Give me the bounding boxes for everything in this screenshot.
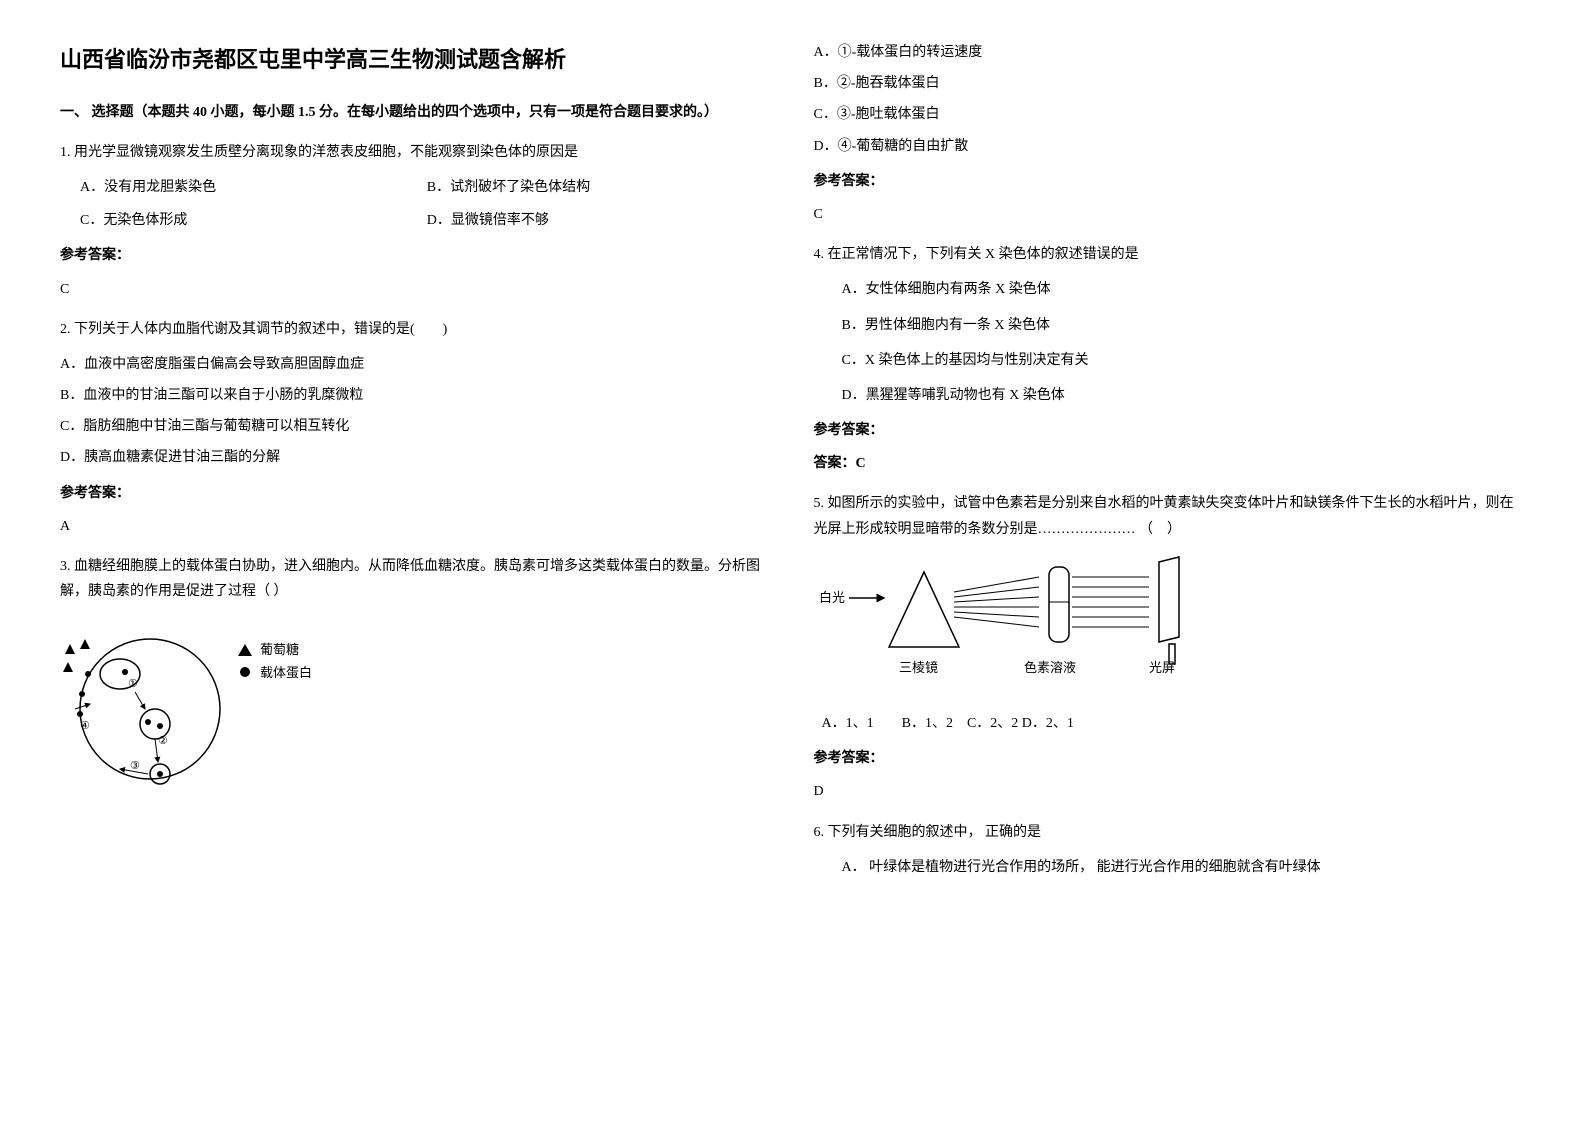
q1-option-d: D．显微镜倍率不够 [427, 208, 774, 233]
q1-text: 1. 用光学显微镜观察发生质壁分离现象的洋葱表皮细胞，不能观察到染色体的原因是 [60, 140, 774, 165]
cell-diagram-svg: ① ② ③ ④ 葡萄糖 载体蛋白 [60, 614, 340, 794]
section-heading: 一、 选择题（本题共 40 小题，每小题 1.5 分。在每小题给出的四个选项中，… [60, 100, 774, 125]
q1-option-a: A．没有用龙胆紫染色 [80, 175, 427, 200]
svg-text:三棱镜: 三棱镜 [899, 660, 938, 675]
document-title: 山西省临汾市尧都区屯里中学高三生物测试题含解析 [60, 40, 774, 80]
q3-option-c: C．③-胞吐载体蛋白 [814, 102, 1528, 127]
q1-answer: C [60, 277, 774, 302]
q4-option-a: A．女性体细胞内有两条 X 染色体 [814, 277, 1528, 302]
prism-diagram-svg: 白光 [814, 552, 1234, 692]
question-4: 4. 在正常情况下，下列有关 X 染色体的叙述错误的是 A．女性体细胞内有两条 … [814, 242, 1528, 476]
q3-option-b: B．②-胞吞载体蛋白 [814, 71, 1528, 96]
q1-option-b: B．试剂破坏了染色体结构 [427, 175, 774, 200]
q4-option-d: D．黑猩猩等哺乳动物也有 X 染色体 [814, 383, 1528, 408]
q2-answer: A [60, 514, 774, 539]
svg-text:色素溶液: 色素溶液 [1024, 660, 1076, 675]
question-1: 1. 用光学显微镜观察发生质壁分离现象的洋葱表皮细胞，不能观察到染色体的原因是 … [60, 140, 774, 302]
question-3: 3. 血糖经细胞膜上的载体蛋白协助，进入细胞内。从而降低血糖浓度。胰岛素可增多这… [60, 554, 774, 804]
q6-text: 6. 下列有关细胞的叙述中， 正确的是 [814, 820, 1528, 845]
q4-answer: 答案：C [814, 451, 1528, 476]
q2-option-b: B．血液中的甘油三酯可以来自于小肠的乳糜微粒 [60, 383, 774, 408]
q5-options: A．1、1 B．1、2 C．2、2 D．2、1 [814, 711, 1528, 736]
q2-text: 2. 下列关于人体内血脂代谢及其调节的叙述中，错误的是( ) [60, 317, 774, 342]
q1-option-c: C．无染色体形成 [80, 208, 427, 233]
svg-text:①: ① [128, 678, 138, 690]
svg-text:葡萄糖: 葡萄糖 [260, 642, 299, 657]
q3-text: 3. 血糖经细胞膜上的载体蛋白协助，进入细胞内。从而降低血糖浓度。胰岛素可增多这… [60, 554, 774, 604]
svg-text:载体蛋白: 载体蛋白 [260, 665, 312, 680]
svg-text:白光: 白光 [819, 590, 845, 605]
q5-answer: D [814, 779, 1528, 804]
svg-text:②: ② [158, 735, 168, 747]
q2-answer-label: 参考答案： [60, 481, 774, 506]
q5-text: 5. 如图所示的实验中，试管中色素若是分别来自水稻的叶黄素缺失突变体叶片和缺镁条… [814, 491, 1528, 541]
q3-option-a: A．①-载体蛋白的转运速度 [814, 40, 1528, 65]
q4-option-c: C．X 染色体上的基因均与性别决定有关 [814, 348, 1528, 373]
svg-text:④: ④ [80, 720, 90, 732]
q3-diagram: ① ② ③ ④ 葡萄糖 载体蛋白 [60, 614, 774, 803]
q3-option-d: D．④-葡萄糖的自由扩散 [814, 134, 1528, 159]
question-5: 5. 如图所示的实验中，试管中色素若是分别来自水稻的叶黄素缺失突变体叶片和缺镁条… [814, 491, 1528, 804]
q4-option-b: B．男性体细胞内有一条 X 染色体 [814, 313, 1528, 338]
q3-answer-label: 参考答案： [814, 169, 1528, 194]
svg-text:③: ③ [130, 760, 140, 772]
q6-option-a: A． 叶绿体是植物进行光合作用的场所， 能进行光合作用的细胞就含有叶绿体 [814, 855, 1528, 880]
q2-option-c: C．脂肪细胞中甘油三酯与葡萄糖可以相互转化 [60, 414, 774, 439]
question-6: 6. 下列有关细胞的叙述中， 正确的是 A． 叶绿体是植物进行光合作用的场所， … [814, 820, 1528, 880]
q4-text: 4. 在正常情况下，下列有关 X 染色体的叙述错误的是 [814, 242, 1528, 267]
q2-option-a: A．血液中高密度脂蛋白偏高会导致高胆固醇血症 [60, 352, 774, 377]
q2-option-d: D．胰高血糖素促进甘油三酯的分解 [60, 445, 774, 470]
question-2: 2. 下列关于人体内血脂代谢及其调节的叙述中，错误的是( ) A．血液中高密度脂… [60, 317, 774, 539]
q5-answer-label: 参考答案： [814, 746, 1528, 771]
q1-answer-label: 参考答案： [60, 243, 774, 268]
q4-answer-label: 参考答案： [814, 418, 1528, 443]
left-column: 山西省临汾市尧都区屯里中学高三生物测试题含解析 一、 选择题（本题共 40 小题… [60, 40, 774, 890]
svg-text:光屏: 光屏 [1149, 660, 1175, 675]
right-column: A．①-载体蛋白的转运速度 B．②-胞吞载体蛋白 C．③-胞吐载体蛋白 D．④-… [814, 40, 1528, 890]
q3-answer: C [814, 202, 1528, 227]
q5-diagram: 白光 [814, 552, 1528, 701]
